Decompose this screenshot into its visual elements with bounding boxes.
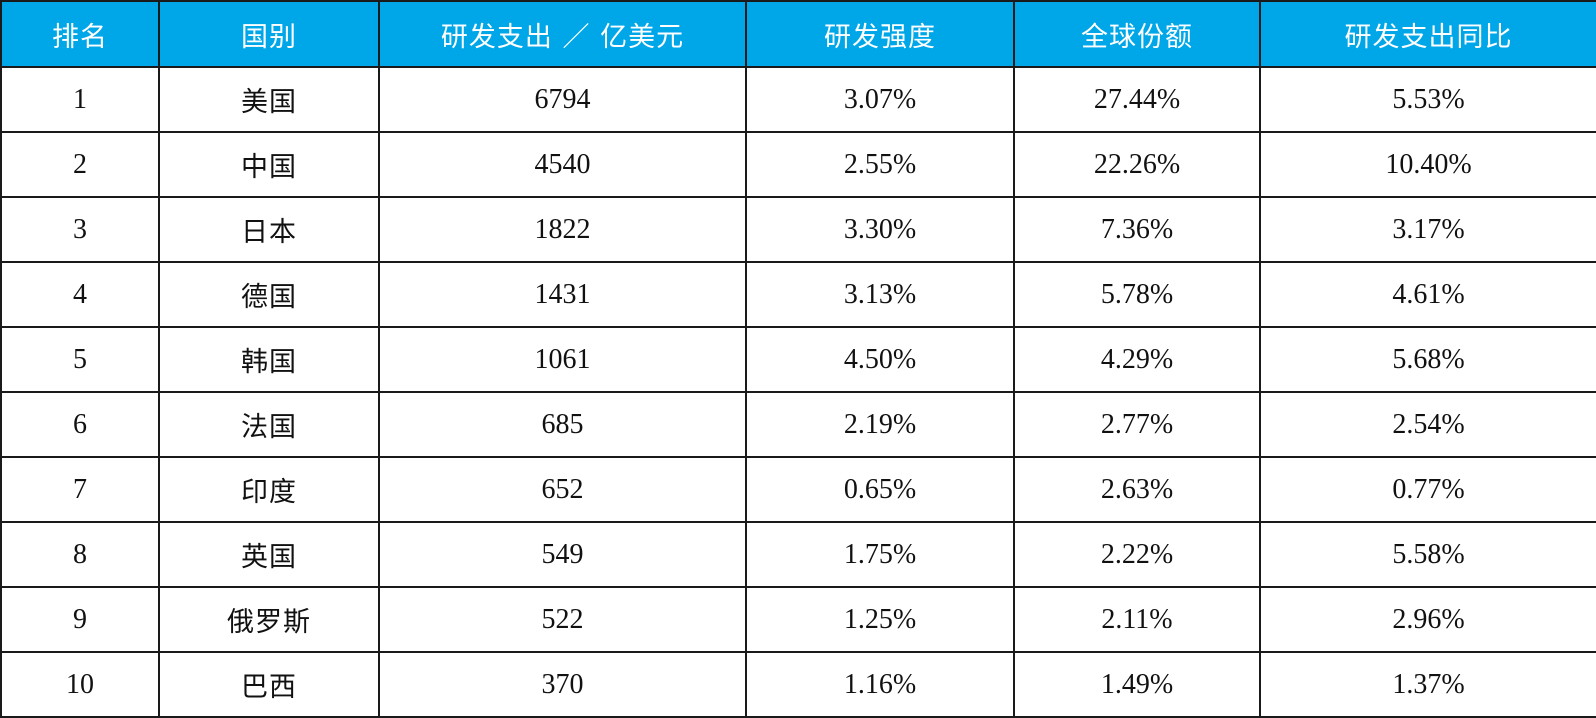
cell-rd-intensity: 0.65% [745, 456, 1015, 523]
cell-yoy-growth: 0.77% [1259, 456, 1596, 523]
header-country: 国别 [158, 0, 380, 68]
cell-yoy-growth: 1.37% [1259, 651, 1596, 718]
cell-global-share: 7.36% [1013, 196, 1261, 263]
cell-country: 英国 [158, 521, 380, 588]
table-row: 6 法国 685 2.19% 2.77% 2.54% [0, 391, 1596, 458]
cell-country: 印度 [158, 456, 380, 523]
cell-rd-intensity: 2.55% [745, 131, 1015, 198]
header-rd-intensity: 研发强度 [745, 0, 1015, 68]
header-global-share: 全球份额 [1013, 0, 1261, 68]
cell-yoy-growth: 2.96% [1259, 586, 1596, 653]
cell-rank: 1 [0, 66, 160, 133]
table-row: 4 德国 1431 3.13% 5.78% 4.61% [0, 261, 1596, 328]
table-row: 3 日本 1822 3.30% 7.36% 3.17% [0, 196, 1596, 263]
cell-country: 中国 [158, 131, 380, 198]
cell-yoy-growth: 3.17% [1259, 196, 1596, 263]
cell-rd-intensity: 1.25% [745, 586, 1015, 653]
cell-rank: 4 [0, 261, 160, 328]
cell-country: 法国 [158, 391, 380, 458]
cell-yoy-growth: 2.54% [1259, 391, 1596, 458]
cell-rd-intensity: 3.30% [745, 196, 1015, 263]
cell-rank: 3 [0, 196, 160, 263]
table-row: 10 巴西 370 1.16% 1.49% 1.37% [0, 651, 1596, 718]
table-row: 1 美国 6794 3.07% 27.44% 5.53% [0, 66, 1596, 133]
cell-rank: 9 [0, 586, 160, 653]
cell-rank: 6 [0, 391, 160, 458]
table-row: 8 英国 549 1.75% 2.22% 5.58% [0, 521, 1596, 588]
header-rank: 排名 [0, 0, 160, 68]
table-row: 7 印度 652 0.65% 2.63% 0.77% [0, 456, 1596, 523]
cell-rd-spending: 4540 [378, 131, 747, 198]
cell-rd-intensity: 3.07% [745, 66, 1015, 133]
cell-yoy-growth: 5.53% [1259, 66, 1596, 133]
cell-yoy-growth: 10.40% [1259, 131, 1596, 198]
header-yoy-growth: 研发支出同比 [1259, 0, 1596, 68]
cell-rd-spending: 1822 [378, 196, 747, 263]
cell-rd-spending: 1431 [378, 261, 747, 328]
cell-country: 美国 [158, 66, 380, 133]
cell-country: 俄罗斯 [158, 586, 380, 653]
table-row: 5 韩国 1061 4.50% 4.29% 5.68% [0, 326, 1596, 393]
cell-global-share: 5.78% [1013, 261, 1261, 328]
cell-rd-intensity: 4.50% [745, 326, 1015, 393]
cell-rd-spending: 1061 [378, 326, 747, 393]
cell-rank: 7 [0, 456, 160, 523]
cell-rd-spending: 522 [378, 586, 747, 653]
cell-global-share: 27.44% [1013, 66, 1261, 133]
cell-global-share: 2.11% [1013, 586, 1261, 653]
cell-rd-spending: 6794 [378, 66, 747, 133]
table-row: 9 俄罗斯 522 1.25% 2.11% 2.96% [0, 586, 1596, 653]
cell-global-share: 2.63% [1013, 456, 1261, 523]
header-rd-spending: 研发支出 ／ 亿美元 [378, 0, 747, 68]
cell-rank: 5 [0, 326, 160, 393]
cell-yoy-growth: 5.68% [1259, 326, 1596, 393]
cell-country: 韩国 [158, 326, 380, 393]
cell-rd-intensity: 2.19% [745, 391, 1015, 458]
cell-country: 德国 [158, 261, 380, 328]
cell-global-share: 1.49% [1013, 651, 1261, 718]
cell-global-share: 2.77% [1013, 391, 1261, 458]
cell-yoy-growth: 4.61% [1259, 261, 1596, 328]
cell-rd-spending: 549 [378, 521, 747, 588]
cell-rank: 10 [0, 651, 160, 718]
table-row: 2 中国 4540 2.55% 22.26% 10.40% [0, 131, 1596, 198]
table-header: 排名 国别 研发支出 ／ 亿美元 研发强度 全球份额 研发支出同比 [0, 0, 1596, 68]
header-row: 排名 国别 研发支出 ／ 亿美元 研发强度 全球份额 研发支出同比 [0, 0, 1596, 68]
cell-rd-spending: 370 [378, 651, 747, 718]
cell-yoy-growth: 5.58% [1259, 521, 1596, 588]
cell-rd-intensity: 1.75% [745, 521, 1015, 588]
cell-rd-spending: 652 [378, 456, 747, 523]
cell-rank: 8 [0, 521, 160, 588]
cell-global-share: 2.22% [1013, 521, 1261, 588]
table-body: 1 美国 6794 3.07% 27.44% 5.53% 2 中国 4540 2.55% 22.26… [0, 66, 1596, 718]
cell-rd-spending: 685 [378, 391, 747, 458]
cell-rank: 2 [0, 131, 160, 198]
cell-rd-intensity: 1.16% [745, 651, 1015, 718]
cell-global-share: 4.29% [1013, 326, 1261, 393]
cell-country: 日本 [158, 196, 380, 263]
cell-country: 巴西 [158, 651, 380, 718]
cell-global-share: 22.26% [1013, 131, 1261, 198]
cell-rd-intensity: 3.13% [745, 261, 1015, 328]
